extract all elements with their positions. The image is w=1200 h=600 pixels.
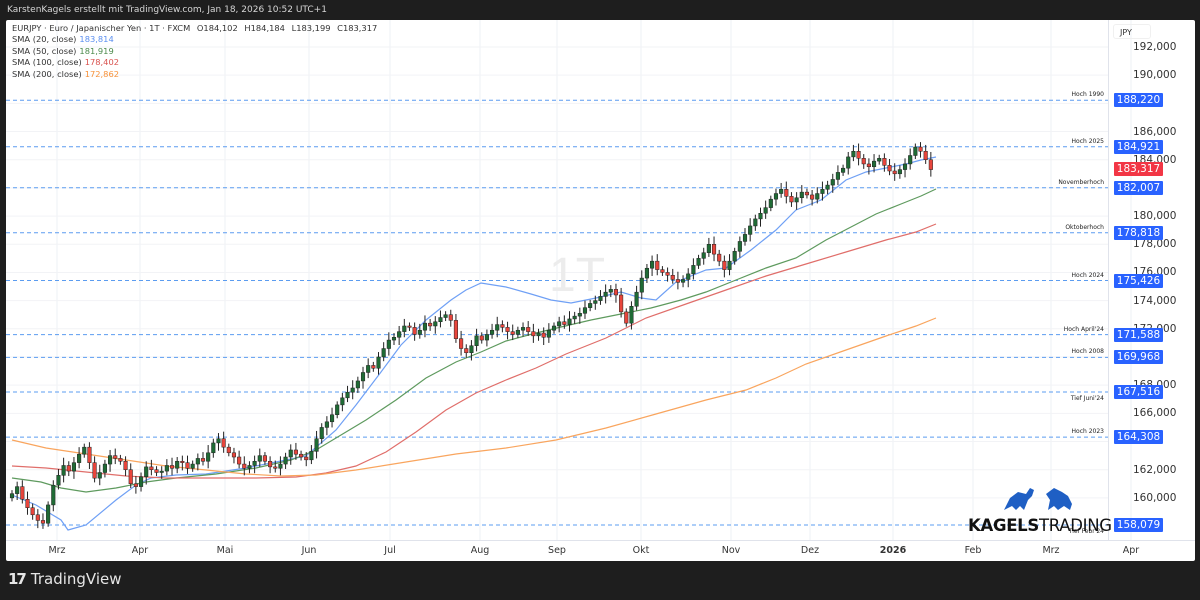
time-label: Sep: [548, 545, 566, 556]
level-price-badge: 184,921: [1114, 139, 1163, 154]
level-price-badge: 171,588: [1114, 327, 1163, 342]
time-label: Aug: [470, 545, 490, 556]
kagels-trading-logo: KAGELSTRADING: [966, 478, 1112, 538]
ohlc-close: C183,317: [337, 23, 378, 33]
time-axis[interactable]: Mrz Apr Mai Jun Jul Aug Sep Okt Nov Dez 2026 Feb Mrz…: [6, 540, 1195, 561]
price-tick: 174,000: [1133, 294, 1177, 307]
time-label: Jul: [384, 545, 396, 556]
sma200-value: 172,862: [84, 68, 120, 79]
price-axis[interactable]: [1108, 20, 1195, 540]
logo-bold-text: KAGELS: [968, 516, 1039, 535]
level-label: Tief Juni'24: [1070, 394, 1104, 402]
sma50-label: SMA (50, close): [12, 45, 77, 56]
sma100-value: 178,402: [84, 57, 120, 68]
sma20-label: SMA (20, close): [12, 34, 77, 45]
sma20-value: 183,814: [79, 34, 114, 45]
time-label: Jun: [301, 545, 317, 556]
legend-sma200[interactable]: SMA (200, close) 172,862: [12, 69, 377, 80]
currency-label[interactable]: JPY: [1113, 24, 1151, 39]
time-label: Mrz: [48, 545, 66, 556]
level-label: Hoch 1990: [1071, 91, 1104, 99]
price-tick: 192,000: [1133, 41, 1177, 53]
time-label: Apr: [1122, 545, 1140, 556]
legend-sma100[interactable]: SMA (100, close) 178,402: [12, 57, 377, 68]
interval-watermark: 1T: [549, 249, 606, 302]
level-price-badge: 164,308: [1114, 430, 1163, 445]
chart-canvas[interactable]: [6, 20, 1195, 561]
price-tick: 186,000: [1133, 125, 1177, 138]
chart-frame[interactable]: 1T EURJPY · Euro / Japanischer Yen · 1T …: [6, 20, 1195, 561]
legend-sma20[interactable]: SMA (20, close) 183,814: [12, 34, 377, 45]
tradingview-logo-icon: 17: [8, 570, 27, 588]
level-price-badge: 188,220: [1114, 93, 1163, 108]
time-label: 2026: [879, 545, 907, 556]
level-price-badge: 178,818: [1114, 225, 1163, 240]
time-label: Nov: [721, 545, 741, 556]
symbol-line[interactable]: EURJPY · Euro / Japanischer Yen · 1T · F…: [12, 23, 377, 34]
level-label: Hoch April'24: [1063, 325, 1104, 333]
level-price-badge: 169,968: [1114, 350, 1163, 365]
level-label: Tief Febr'24: [1068, 527, 1104, 535]
time-label: Okt: [632, 545, 650, 556]
sma50-value: 181,919: [79, 45, 114, 56]
ohlc-high: H184,184: [244, 23, 285, 33]
last-price-badge: 183,317: [1114, 162, 1163, 177]
time-label: Apr: [131, 545, 149, 556]
legend: EURJPY · Euro / Japanischer Yen · 1T · F…: [12, 23, 377, 80]
price-tick: 166,000: [1133, 407, 1177, 420]
time-label: Mai: [216, 545, 234, 556]
level-price-badge: 182,007: [1114, 180, 1163, 195]
tradingview-wordmark: TradingView: [30, 570, 122, 588]
level-price-badge: 158,079: [1114, 517, 1163, 532]
level-label: Hoch 2024: [1071, 271, 1104, 279]
tradingview-footer[interactable]: 17 TradingView: [8, 570, 122, 588]
price-tick: 162,000: [1133, 463, 1177, 476]
time-label: Dez: [800, 545, 820, 556]
level-price-badge: 175,426: [1114, 273, 1163, 288]
price-tick: 180,000: [1133, 210, 1177, 223]
level-label: Hoch 2023: [1071, 428, 1104, 436]
level-price-badge: 167,516: [1114, 384, 1163, 399]
symbol-name: EURJPY · Euro / Japanischer Yen · 1T · F…: [12, 23, 191, 33]
ohlc-low: L183,199: [291, 23, 331, 33]
bull-bear-icon: [1004, 488, 1072, 510]
time-label: Feb: [964, 545, 982, 556]
level-label: Oktoberhoch: [1065, 223, 1104, 231]
logo-light-text: TRADING: [1038, 516, 1112, 535]
price-tick: 160,000: [1133, 491, 1177, 504]
level-label: Hoch 2025: [1071, 137, 1104, 145]
price-tick: 178,000: [1133, 238, 1177, 251]
ohlc-open: O184,102: [196, 23, 238, 33]
level-label: Hoch 2008: [1071, 348, 1104, 356]
attribution-bar: KarstenKagels erstellt mit TradingView.c…: [7, 5, 327, 15]
time-label: Mrz: [1042, 545, 1060, 556]
sma100-label: SMA (100, close): [12, 57, 82, 68]
price-tick: 190,000: [1133, 69, 1177, 82]
legend-sma50[interactable]: SMA (50, close) 181,919: [12, 46, 377, 57]
sma200-label: SMA (200, close): [12, 68, 82, 79]
level-label: Novemberhoch: [1058, 178, 1104, 186]
